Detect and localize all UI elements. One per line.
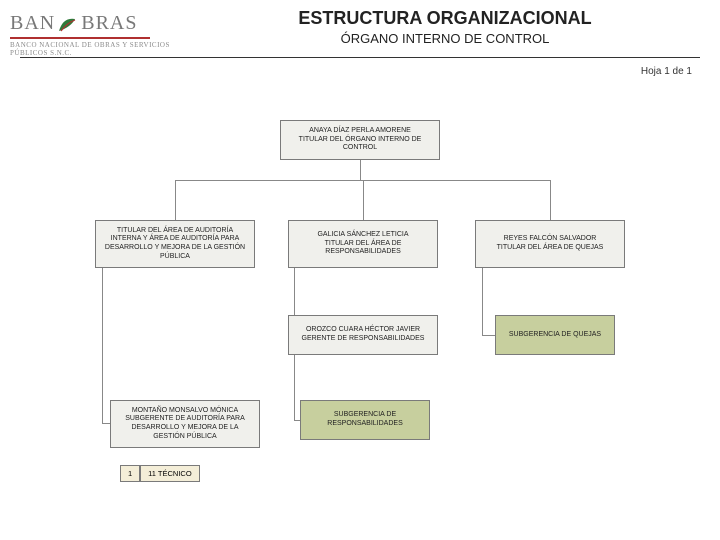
connector — [550, 180, 551, 220]
logo-block: BAN BRAS BANCO NACIONAL DE OBRAS Y SERVI… — [10, 8, 190, 57]
connector — [175, 180, 176, 220]
node-role: SUBGERENCIA DE RESPONSABILIDADES — [307, 411, 423, 429]
title-block: ESTRUCTURA ORGANIZACIONAL ÓRGANO INTERNO… — [190, 8, 700, 50]
header: BAN BRAS BANCO NACIONAL DE OBRAS Y SERVI… — [0, 0, 720, 57]
node-role: SUBGERENTE DE AUDITORÍA PARA DESARROLLO … — [117, 415, 253, 441]
org-chart: ANAYA DÍAZ PERLA AMORENETITULAR DEL ÓRGA… — [0, 110, 720, 530]
node-role: GERENTE DE RESPONSABILIDADES — [295, 335, 431, 344]
page-subtitle: ÓRGANO INTERNO DE CONTROL — [190, 31, 700, 46]
node-role: SUBGERENCIA DE QUEJAS — [502, 331, 608, 340]
org-node-l4a: MONTAÑO MONSALVO MÓNICASUBGERENTE DE AUD… — [110, 400, 260, 448]
node-name: MONTAÑO MONSALVO MÓNICA — [117, 407, 253, 416]
node-role: TITULAR DEL ÁREA DE AUDITORÍA INTERNA Y … — [102, 227, 248, 262]
footer-cell-1: 1 — [120, 465, 140, 482]
connector — [482, 268, 483, 335]
node-name: GALICIA SÁNCHEZ LETICIA — [295, 231, 431, 240]
org-node-l4b: SUBGERENCIA DE RESPONSABILIDADES — [300, 400, 430, 440]
node-name: REYES FALCÓN SALVADOR — [482, 235, 618, 244]
logo-text-2: BRAS — [81, 12, 137, 35]
connector — [102, 268, 103, 423]
logo-divider — [10, 37, 150, 39]
logo-subtext: BANCO NACIONAL DE OBRAS Y SERVICIOS PÚBL… — [10, 41, 190, 57]
node-name: OROZCO CUARA HÉCTOR JAVIER — [295, 326, 431, 335]
connector — [360, 160, 361, 180]
org-node-l3c: SUBGERENCIA DE QUEJAS — [495, 315, 615, 355]
connector — [482, 335, 495, 336]
page-number: Hoja 1 de 1 — [0, 58, 720, 77]
org-node-l2b: GALICIA SÁNCHEZ LETICIATITULAR DEL ÁREA … — [288, 220, 438, 268]
connector — [102, 423, 110, 424]
footer-count: 1 11 TÉCNICO — [120, 465, 200, 482]
leaf-icon — [57, 15, 79, 33]
logo-main: BAN BRAS — [10, 12, 190, 35]
node-role: TITULAR DEL ÁREA DE QUEJAS — [482, 244, 618, 253]
org-node-l3b: OROZCO CUARA HÉCTOR JAVIERGERENTE DE RES… — [288, 315, 438, 355]
logo-text-1: BAN — [10, 12, 55, 35]
node-role: TITULAR DEL ÓRGANO INTERNO DE CONTROL — [287, 136, 433, 154]
org-node-l2a: TITULAR DEL ÁREA DE AUDITORÍA INTERNA Y … — [95, 220, 255, 268]
org-node-root: ANAYA DÍAZ PERLA AMORENETITULAR DEL ÓRGA… — [280, 120, 440, 160]
footer-cell-2: 11 TÉCNICO — [140, 465, 199, 482]
connector — [363, 180, 364, 220]
org-node-l2c: REYES FALCÓN SALVADORTITULAR DEL ÁREA DE… — [475, 220, 625, 268]
page-title: ESTRUCTURA ORGANIZACIONAL — [190, 8, 700, 29]
node-role: TITULAR DEL ÁREA DE RESPONSABILIDADES — [295, 240, 431, 258]
node-name: ANAYA DÍAZ PERLA AMORENE — [287, 127, 433, 136]
